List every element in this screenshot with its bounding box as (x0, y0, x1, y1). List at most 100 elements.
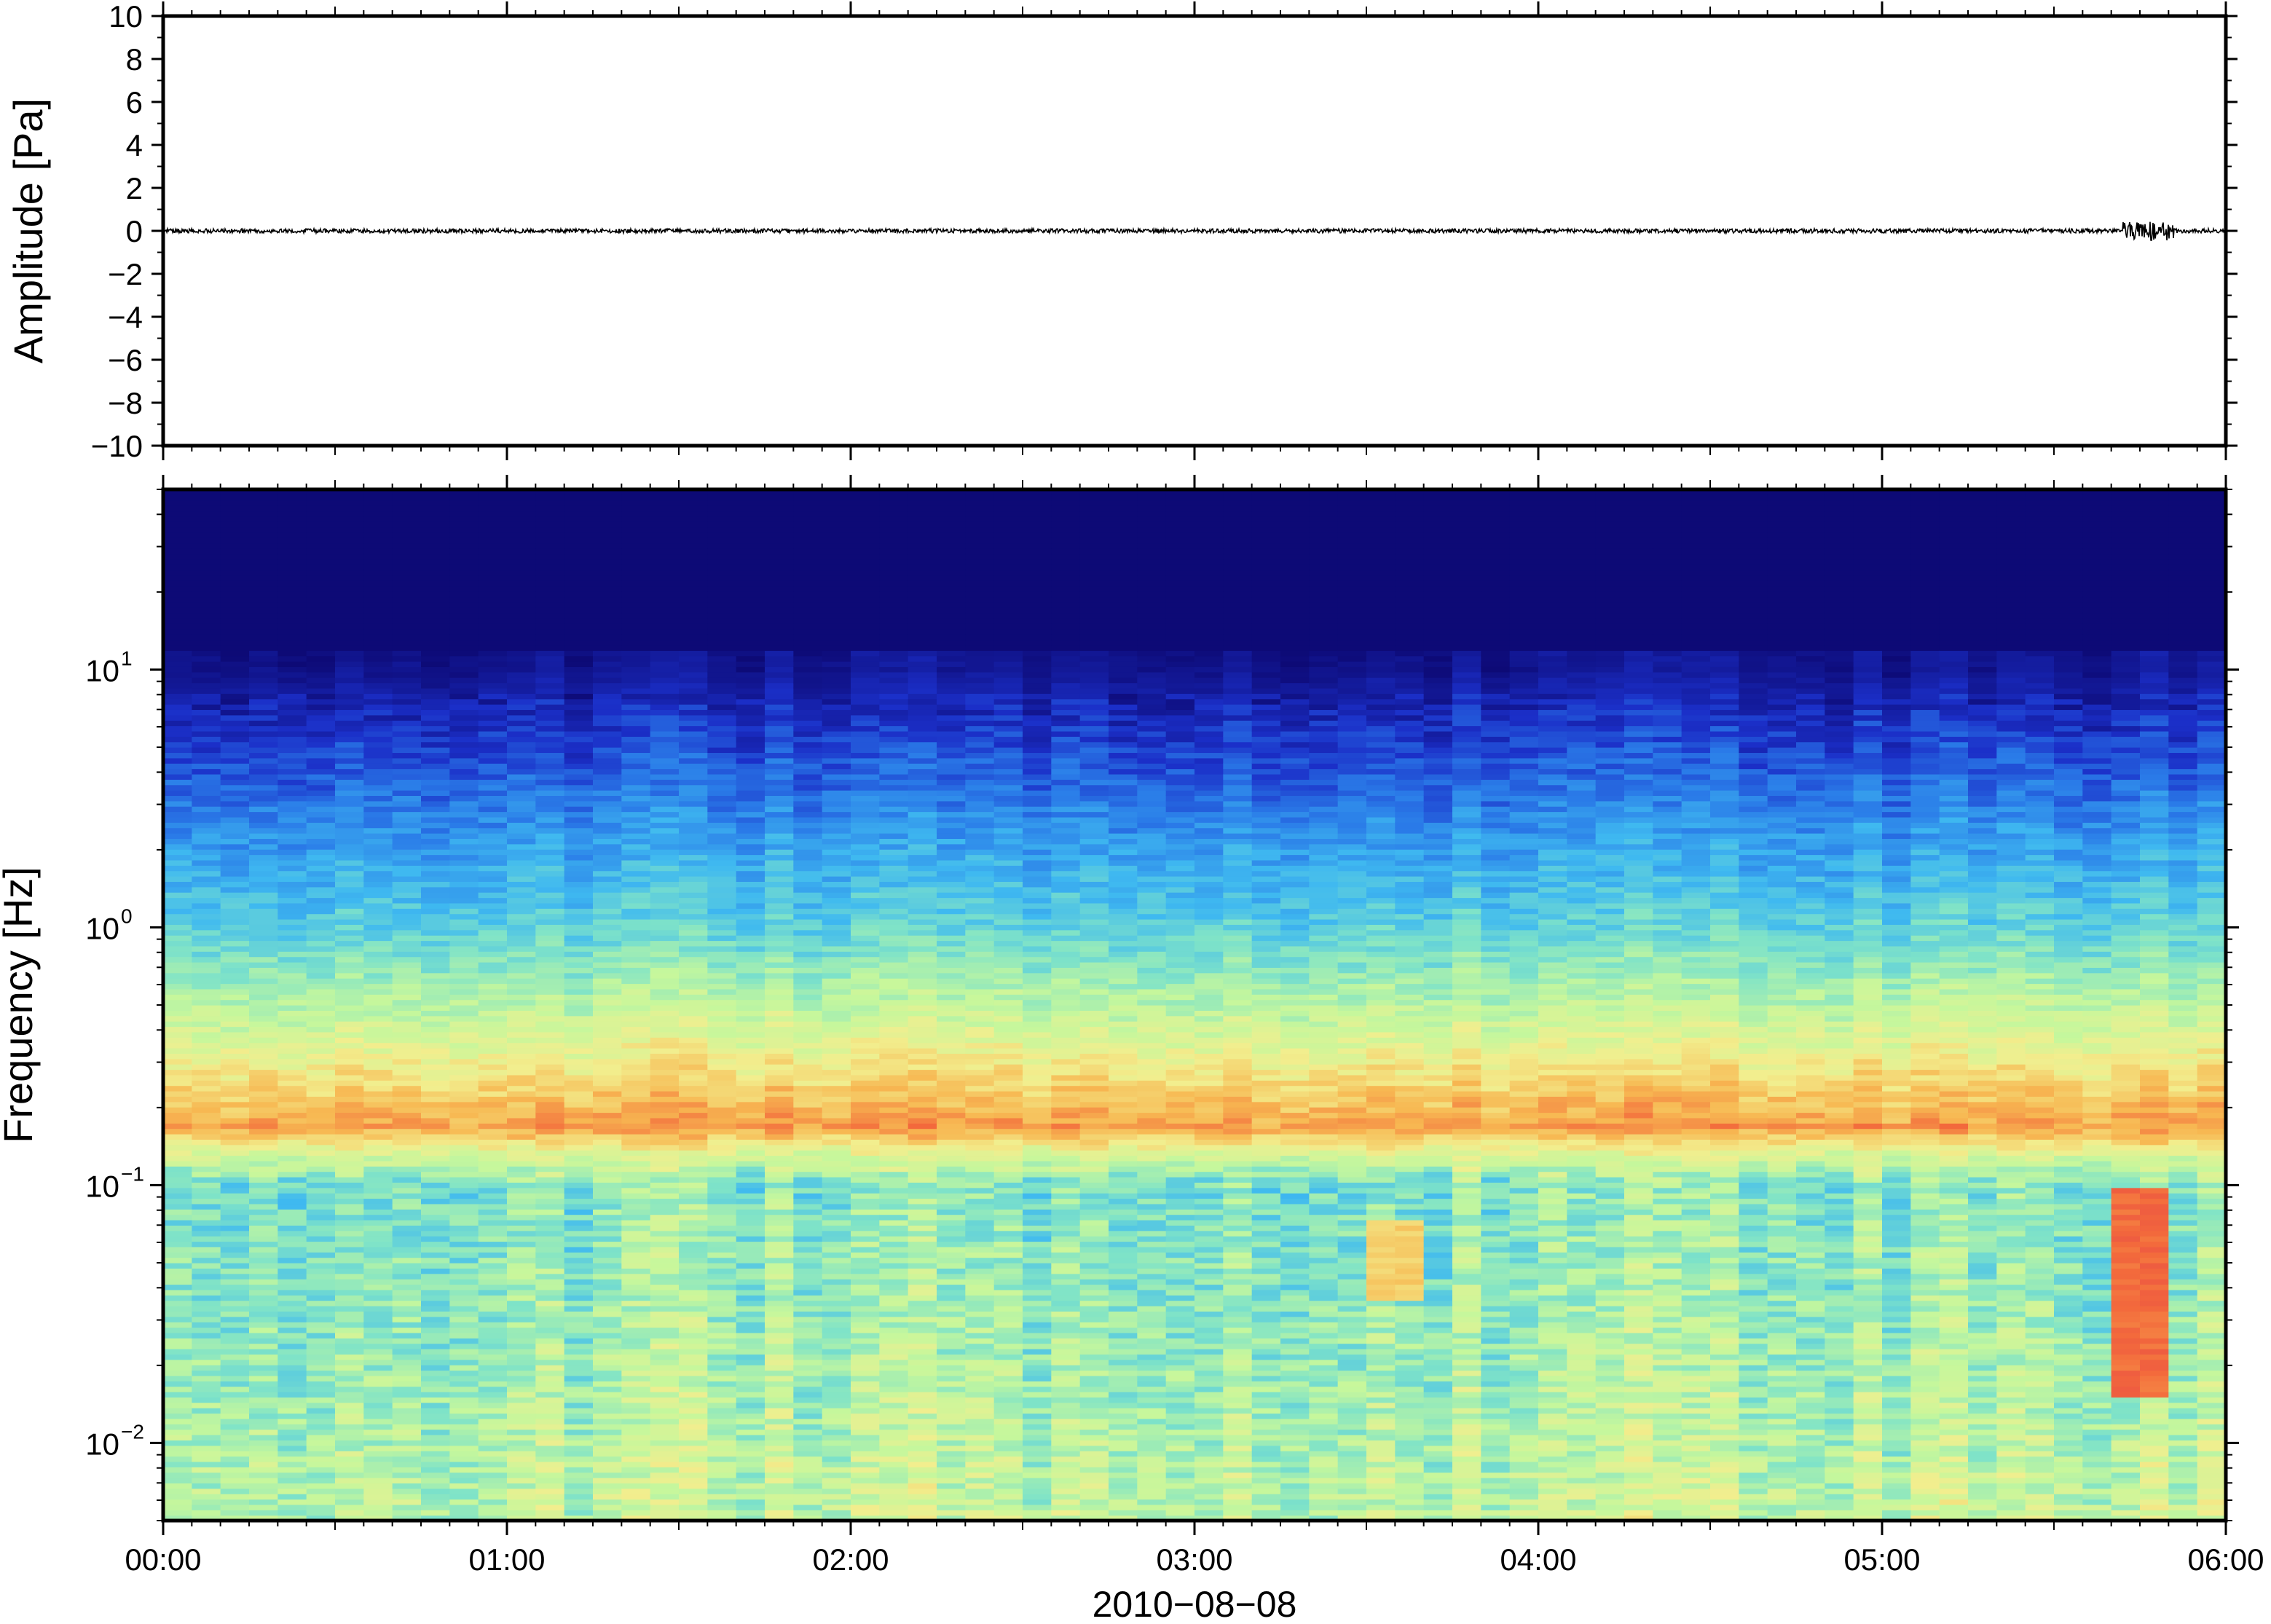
spectrogram-cell (220, 661, 250, 667)
spectrogram-cell (535, 1220, 565, 1226)
spectrogram-cell (392, 1096, 422, 1103)
spectrogram-cell (220, 1101, 250, 1108)
spectrogram-cell (793, 1504, 823, 1510)
spectrogram-cell (650, 607, 680, 614)
spectrogram-cell (851, 559, 880, 565)
spectrogram-cell (564, 1295, 594, 1301)
spectrogram-cell (421, 623, 450, 630)
spectrogram-cell (507, 1435, 536, 1440)
spectrogram-cell (679, 1461, 708, 1467)
spectrogram-cell (449, 559, 479, 565)
spectrogram-cell (220, 1295, 250, 1301)
spectrogram-cell (736, 628, 765, 635)
spectrogram-cell (564, 1064, 594, 1071)
spectrogram-cell (449, 935, 479, 942)
spectrogram-cell (421, 886, 450, 893)
spectrogram-cell (306, 527, 336, 533)
spectrogram-cell (736, 1408, 765, 1414)
spectrogram-cell (192, 1349, 221, 1355)
spectrogram-cell (679, 806, 708, 813)
spectrogram-cell (363, 704, 393, 710)
spectrogram-cell (793, 618, 823, 624)
spectrogram-cell (449, 1359, 479, 1365)
spectrogram-cell (449, 527, 479, 533)
spectrogram-cell (306, 988, 336, 995)
spectrogram-cell (621, 1171, 651, 1178)
spectrogram-cell (593, 1300, 622, 1306)
spectrogram-cell (192, 1112, 221, 1119)
spectrogram-cell (765, 886, 794, 893)
spectrogram-cell (163, 1203, 192, 1210)
spectrogram-cell (507, 1123, 536, 1130)
spectrogram-cell (192, 1257, 221, 1264)
spectrogram-cell (363, 1005, 393, 1011)
spectrogram-cell (220, 1483, 250, 1489)
spectrogram-cell (278, 1478, 307, 1483)
spectrogram-cell (306, 1015, 336, 1022)
spectrogram-cell (192, 1107, 221, 1113)
spectrogram-cell (621, 908, 651, 915)
spectrogram-cell (851, 1316, 880, 1323)
spectrogram-cell (535, 1440, 565, 1446)
spectrogram-cell (306, 1209, 336, 1215)
spectrogram-cell (306, 1279, 336, 1285)
spectrogram-cell (650, 849, 680, 856)
spectrogram-cell (449, 1128, 479, 1135)
spectrogram-cell (765, 650, 794, 657)
spectrogram-cell (363, 790, 393, 796)
spectrogram-cell (593, 730, 622, 737)
spectrogram-cell (392, 1306, 422, 1312)
spectrogram-cell (163, 1483, 192, 1489)
spectrogram-cell (621, 1349, 651, 1355)
spectrogram-cell (363, 1494, 393, 1500)
spectrogram-cell (535, 1139, 565, 1146)
spectrogram-cell (306, 811, 336, 818)
spectrogram-cell (278, 1160, 307, 1167)
spectrogram-cell (306, 876, 336, 882)
spectrogram-cell (621, 532, 651, 538)
spectrogram-cell (593, 833, 622, 839)
spectrogram-cell (392, 843, 422, 850)
spectrogram-cell (621, 886, 651, 893)
spectrogram-cell (650, 564, 680, 571)
spectrogram-cell (306, 1144, 336, 1151)
spectrogram-cell (507, 962, 536, 968)
spectrogram-cell (593, 698, 622, 705)
spectrogram-cell (736, 1295, 765, 1301)
spectrogram-cell (621, 1273, 651, 1280)
spectrogram-cell (306, 854, 336, 861)
spectrogram-cell (535, 806, 565, 813)
spectrogram-cell (478, 951, 508, 958)
spectrogram-cell (707, 1048, 737, 1054)
spectrogram-cell (278, 865, 307, 872)
spectrogram-cell (192, 741, 221, 748)
spectrogram-cell (249, 612, 278, 619)
spectrogram-cell (278, 1053, 307, 1060)
spectrogram-cell (421, 1273, 450, 1280)
spectrogram-cell (449, 1316, 479, 1323)
spectrogram-cell (621, 1386, 651, 1392)
spectrogram-cell (535, 1198, 565, 1205)
spectrogram-cell (736, 1445, 765, 1451)
spectrogram-cell (793, 1354, 823, 1360)
spectrogram-cell (478, 714, 508, 721)
spectrogram-cell (335, 913, 364, 920)
spectrogram-cell (392, 1289, 422, 1296)
spectrogram-cell (507, 1160, 536, 1167)
spectrogram-cell (765, 838, 794, 845)
spectrogram-cell (851, 698, 880, 705)
spectrogram-cell (564, 1413, 594, 1419)
spectrogram-cell (392, 709, 422, 716)
spectrogram-cell (163, 902, 192, 909)
spectrogram-cell (564, 612, 594, 619)
spectrogram-cell (335, 1354, 364, 1360)
spectrogram-cell (421, 1209, 450, 1215)
spectrogram-cell (679, 602, 708, 608)
spectrogram-cell (163, 1478, 192, 1483)
spectrogram-cell (478, 591, 508, 598)
spectrogram-cell (507, 1134, 536, 1140)
spectrogram-cell (564, 1214, 594, 1221)
spectrogram-cell (650, 978, 680, 985)
spectrogram-cell (822, 1144, 851, 1151)
spectrogram-cell (335, 967, 364, 974)
